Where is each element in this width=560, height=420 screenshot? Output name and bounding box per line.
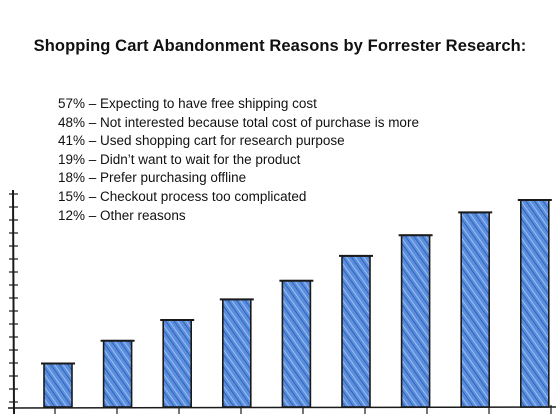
sketch-bar xyxy=(398,234,433,408)
sketch-bars xyxy=(41,199,552,408)
reason-item: 48% – Not interested because total cost … xyxy=(58,114,419,130)
reason-item: 57% – Expecting to have free shipping co… xyxy=(58,96,317,111)
reason-item: 41% – Used shopping cart for research pu… xyxy=(58,133,345,149)
reasons-list: 57% – Expecting to have free shipping co… xyxy=(58,95,419,225)
sketch-bar xyxy=(279,279,314,408)
sketch-bar xyxy=(339,254,373,408)
reason-item: 15% – Checkout process too complicated xyxy=(58,188,307,204)
reason-item: 19% – Didn’t want to wait for the produc… xyxy=(58,151,301,167)
sketch-bar xyxy=(517,199,552,408)
reason-item: 12% – Other reasons xyxy=(58,207,186,223)
sketch-bar xyxy=(219,298,254,408)
reason-item: 18% – Prefer purchasing offline xyxy=(58,170,247,186)
sketch-bar xyxy=(100,339,135,408)
sketch-bar xyxy=(458,211,493,408)
y-axis-line xyxy=(12,189,15,415)
sketch-bar xyxy=(160,319,195,408)
sketch-bar xyxy=(41,362,75,408)
slide-title: Shopping Cart Abandonment Reasons by For… xyxy=(33,37,527,55)
